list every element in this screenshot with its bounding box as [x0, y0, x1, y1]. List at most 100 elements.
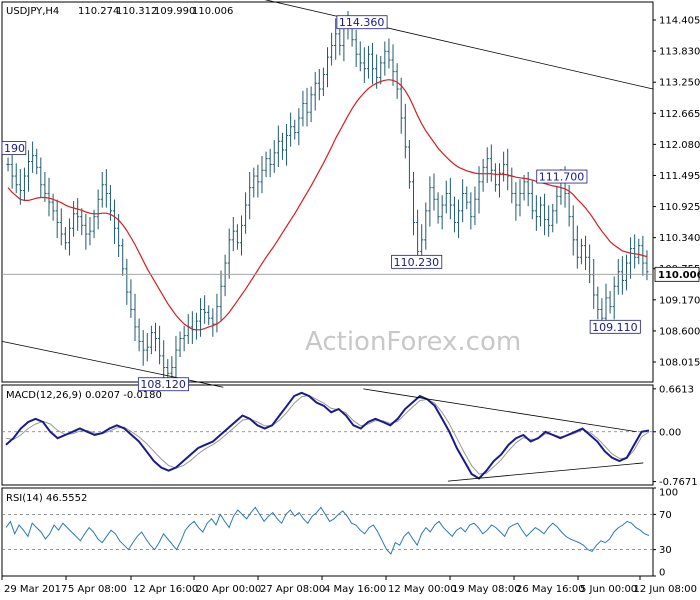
price-bar	[272, 140, 276, 173]
price-bar	[88, 216, 92, 246]
price-bar	[620, 256, 624, 295]
time-tick-label: 4 May 16:00	[324, 584, 386, 595]
price-bar	[383, 41, 387, 76]
price-annotation: 110.230	[391, 254, 443, 269]
price-bar	[555, 186, 559, 224]
price-bar	[174, 335, 178, 379]
price-bar	[47, 177, 51, 217]
price-bar	[493, 163, 498, 192]
price-series: 114.360 110.230 111.700 109.110 108.120 190	[1, 0, 654, 391]
price-bar	[624, 254, 629, 291]
watermark: ActionForex.com	[305, 327, 521, 357]
price-bar	[67, 218, 72, 256]
price-bar	[608, 290, 612, 314]
price-bar	[502, 151, 506, 182]
price-bar	[256, 164, 260, 198]
time-tick-label: 12 May 00:00	[388, 584, 457, 595]
price-bar	[92, 209, 96, 239]
price-bar	[321, 67, 326, 96]
time-tick-label: 26 May 16:00	[516, 584, 585, 595]
time-tick-label: 20 Apr 00:00	[196, 584, 261, 595]
macd-label: MACD(12,26,9) 0.0207 -0.0180	[6, 390, 162, 401]
price-bar	[178, 331, 182, 358]
price-tick-label: 113.250	[659, 78, 700, 89]
price-bar	[444, 180, 448, 214]
price-annotation-label: 108.120	[140, 378, 186, 391]
price-bar	[71, 200, 76, 237]
price-bar	[104, 169, 108, 208]
price-bar	[203, 295, 207, 324]
price-bar	[182, 325, 186, 352]
rsi-tick-label: 0	[659, 568, 665, 579]
price-panel-frame	[1, 1, 654, 383]
price-bar	[227, 228, 231, 279]
price-bar	[100, 171, 104, 208]
price-bar	[481, 158, 485, 192]
price-bar	[489, 144, 493, 182]
macd-tick-label: 0.00	[659, 427, 681, 438]
price-bar	[43, 171, 47, 202]
price-bar	[522, 174, 526, 201]
price-annotation: 190	[1, 141, 27, 155]
price-bar	[485, 147, 489, 184]
price-bar	[248, 171, 252, 220]
price-bar	[452, 196, 457, 233]
price-bar	[612, 276, 616, 320]
price-bar	[76, 198, 80, 231]
price-bar	[366, 45, 371, 79]
price-bar	[334, 18, 338, 60]
price-bar	[542, 193, 547, 236]
current-price-label: 110.006	[658, 270, 700, 281]
time-tick-label: 5 Apr 08:00	[68, 584, 127, 595]
macd-tick-label: -0.7671	[659, 477, 698, 488]
price-bar	[317, 69, 321, 101]
price-bar	[22, 167, 27, 201]
price-bar	[399, 77, 403, 134]
ohlc-close: 110.006	[192, 6, 233, 17]
price-bar	[26, 150, 31, 192]
price-bar	[297, 108, 301, 146]
price-bar	[268, 148, 272, 178]
price-bar	[231, 216, 235, 252]
macd-panel-frame	[1, 384, 654, 486]
time-tick-label: 12 Apr 16:00	[133, 584, 198, 595]
price-bar	[149, 325, 153, 355]
macd-tick-label: 0.6613	[659, 384, 694, 395]
price-bar	[141, 330, 145, 366]
price-bar	[235, 224, 239, 250]
price-bar	[219, 270, 223, 321]
macd-trendline	[363, 388, 637, 433]
price-tick-label: 112.080	[659, 140, 700, 151]
price-bar	[39, 157, 43, 198]
price-tick-label: 113.830	[659, 47, 700, 58]
price-bar	[358, 41, 362, 72]
rsi-panel-frame	[1, 487, 654, 577]
price-bar	[575, 225, 579, 269]
price-bar	[530, 180, 534, 220]
rsi-series	[2, 506, 653, 555]
price-bar	[596, 286, 600, 320]
price-bar	[10, 154, 14, 189]
price-annotation: 111.700	[536, 169, 588, 184]
rsi-tick-label: 30	[659, 545, 672, 556]
axes: 114.405 113.830 113.250 112.665 112.080 111.4…	[1, 16, 700, 595]
price-bar	[637, 238, 641, 265]
rsi-line	[5, 506, 650, 555]
price-annotation-label: 109.110	[592, 321, 638, 334]
price-bar	[284, 124, 289, 166]
price-bar	[280, 132, 285, 160]
price-annotation: 109.110	[589, 319, 641, 334]
price-annotation-box	[536, 169, 588, 184]
price-bar	[338, 25, 342, 56]
price-bar	[137, 318, 141, 352]
price-bar	[633, 234, 637, 269]
price-annotation: 108.120	[137, 377, 189, 391]
price-bar	[497, 163, 502, 198]
price-bar	[14, 163, 18, 194]
price-bar	[309, 86, 313, 123]
price-bar	[325, 47, 330, 88]
price-bar	[526, 171, 530, 207]
price-bar	[395, 63, 399, 99]
price-bar	[121, 238, 125, 276]
